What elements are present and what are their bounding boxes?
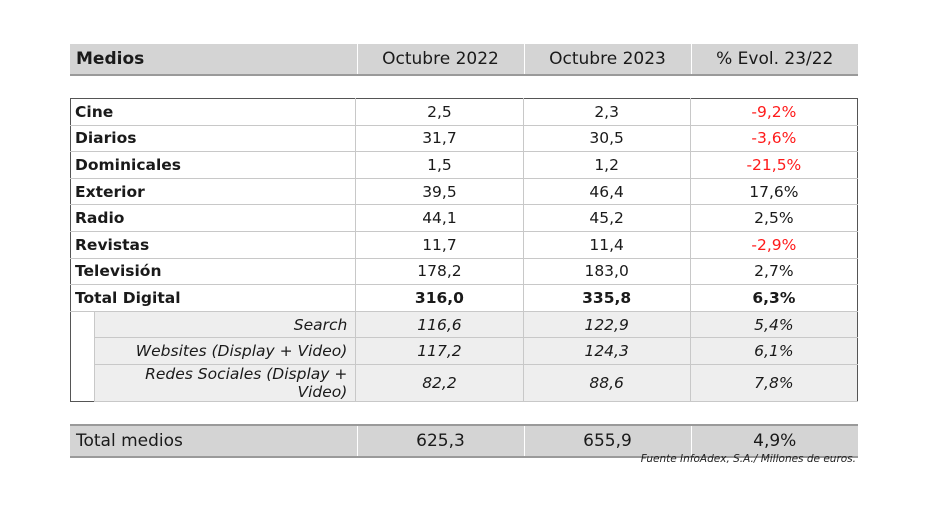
row-value-2023: 2,3	[522, 98, 691, 126]
table-footer: Total medios 625,3 655,9 4,9%	[70, 423, 858, 458]
row-medio: Dominicales	[70, 151, 356, 179]
row-value-2022: 31,7	[355, 125, 524, 153]
row-value-2023: 1,2	[522, 151, 691, 179]
row-medio: Diarios	[70, 125, 356, 153]
header-row: Medios Octubre 2022 Octubre 2023 % Evol.…	[70, 44, 858, 76]
row-value-2022: 1,5	[355, 151, 524, 179]
subrow-medio: Search	[94, 311, 356, 339]
row-value-2022: 2,5	[355, 98, 524, 126]
header-octubre-2022: Octubre 2022	[356, 44, 524, 76]
header-evolucion: % Evol. 23/22	[690, 44, 858, 76]
subrow-value-2022: 82,2	[355, 364, 524, 402]
row-evolution: 6,3%	[689, 284, 858, 312]
row-medio: Cine	[70, 98, 356, 126]
row-value-2022: 11,7	[355, 231, 524, 259]
row-value-2022: 44,1	[355, 204, 524, 232]
row-evolution: 2,5%	[689, 204, 858, 232]
row-medio: Radio	[70, 204, 356, 232]
total-row: Total medios 625,3 655,9 4,9%	[70, 423, 858, 458]
subrow-indent	[70, 311, 95, 338]
row-value-2023: 11,4	[522, 231, 691, 259]
row-value-2023: 335,8	[522, 284, 691, 312]
table-row: Dominicales 1,5 1,2 -21,5%	[70, 151, 858, 179]
row-medio: Total Digital	[70, 284, 356, 312]
row-medio: Revistas	[70, 231, 356, 259]
table-spacer	[70, 76, 858, 98]
row-medio: Televisión	[70, 258, 356, 286]
subrow-value-2023: 124,3	[522, 337, 691, 365]
row-value-2022: 39,5	[355, 178, 524, 206]
row-evolution: 2,7%	[689, 258, 858, 286]
header-octubre-2023: Octubre 2023	[523, 44, 691, 76]
digital-subrow: Search 116,6 122,9 5,4%	[70, 311, 858, 339]
subrow-evolution: 6,1%	[689, 337, 858, 365]
row-evolution: -9,2%	[689, 98, 858, 126]
subrow-medio: Redes Sociales (Display + Video)	[94, 364, 356, 402]
row-evolution: -2,9%	[689, 231, 858, 259]
table-row: Diarios 31,7 30,5 -3,6%	[70, 125, 858, 153]
table-row: Televisión 178,2 183,0 2,7%	[70, 258, 858, 286]
total-evolution: 4,9%	[690, 423, 858, 458]
row-evolution: -21,5%	[689, 151, 858, 179]
subrow-value-2022: 116,6	[355, 311, 524, 339]
investment-table-container: Medios Octubre 2022 Octubre 2023 % Evol.…	[70, 44, 858, 458]
row-evolution: 17,6%	[689, 178, 858, 206]
row-value-2022: 316,0	[355, 284, 524, 312]
header-medios: Medios	[70, 44, 357, 76]
total-label: Total medios	[70, 423, 357, 458]
subrow-value-2023: 122,9	[522, 311, 691, 339]
subrow-medio: Websites (Display + Video)	[94, 337, 356, 365]
total-value-2022: 625,3	[356, 423, 524, 458]
source-note: Fuente InfoAdex, S.A./ Millones de euros…	[640, 453, 856, 465]
table-body: Cine 2,5 2,3 -9,2% Diarios 31,7 30,5 -3,…	[70, 98, 858, 402]
row-value-2022: 178,2	[355, 258, 524, 286]
subrow-indent	[70, 364, 95, 402]
subrow-evolution: 7,8%	[689, 364, 858, 402]
subrow-value-2022: 117,2	[355, 337, 524, 365]
table-row: Cine 2,5 2,3 -9,2%	[70, 98, 858, 126]
row-value-2023: 45,2	[522, 204, 691, 232]
digital-subrow: Redes Sociales (Display + Video) 82,2 88…	[70, 364, 858, 402]
table-row: Revistas 11,7 11,4 -2,9%	[70, 231, 858, 259]
table-header: Medios Octubre 2022 Octubre 2023 % Evol.…	[70, 44, 858, 76]
digital-subrow: Websites (Display + Video) 117,2 124,3 6…	[70, 337, 858, 365]
table-spacer	[70, 402, 858, 424]
table-row-total-digital: Total Digital 316,0 335,8 6,3%	[70, 284, 858, 312]
subrow-value-2023: 88,6	[522, 364, 691, 402]
row-value-2023: 30,5	[522, 125, 691, 153]
row-value-2023: 183,0	[522, 258, 691, 286]
total-value-2023: 655,9	[523, 423, 691, 458]
table-row: Radio 44,1 45,2 2,5%	[70, 204, 858, 232]
row-medio: Exterior	[70, 178, 356, 206]
subrow-evolution: 5,4%	[689, 311, 858, 339]
table-row: Exterior 39,5 46,4 17,6%	[70, 178, 858, 206]
row-value-2023: 46,4	[522, 178, 691, 206]
subrow-indent	[70, 337, 95, 365]
row-evolution: -3,6%	[689, 125, 858, 153]
